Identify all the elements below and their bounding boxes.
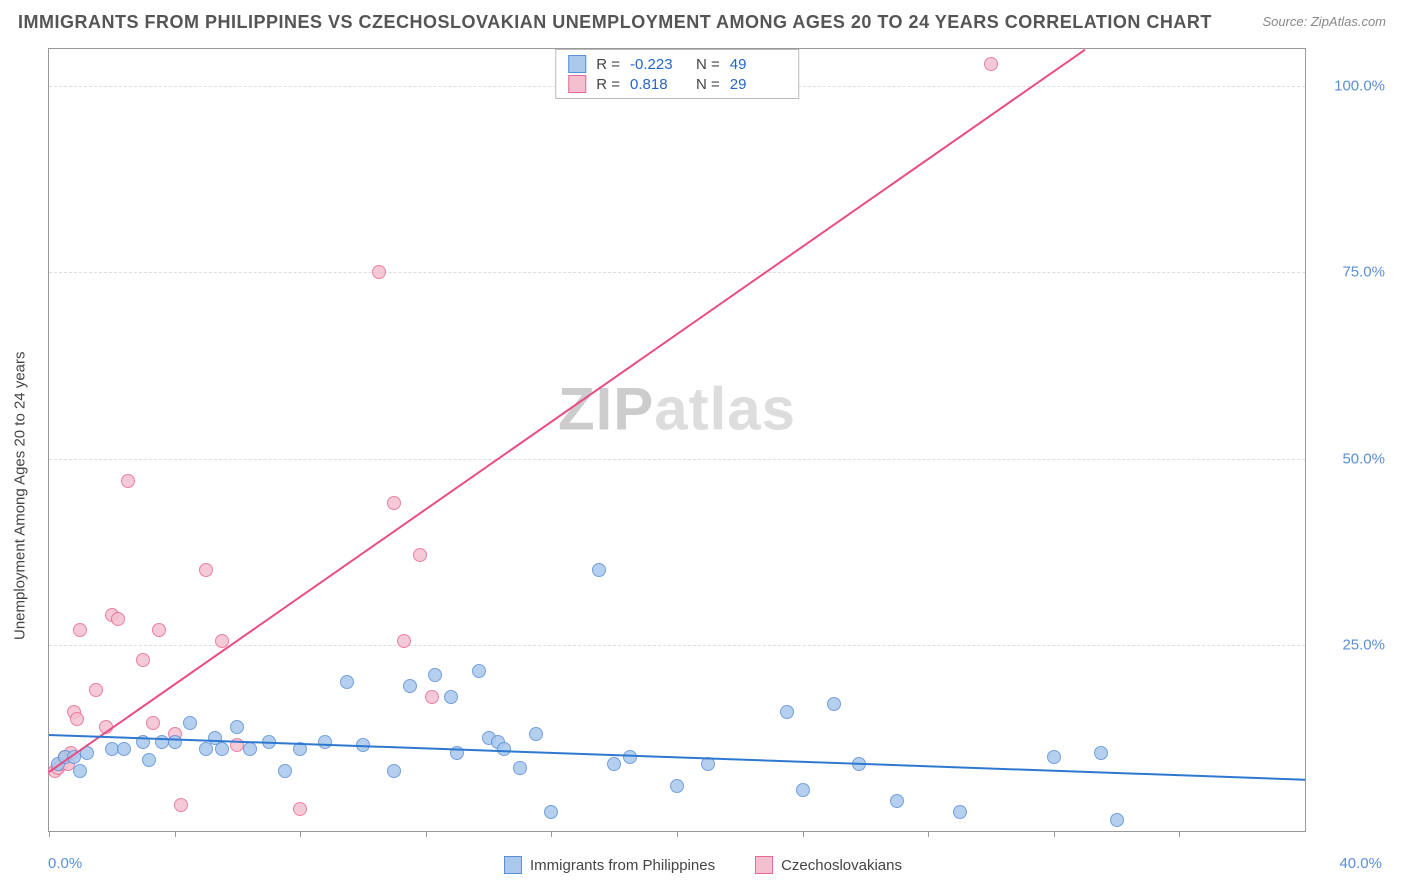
series-a-marker <box>168 735 182 749</box>
series-b-marker <box>387 496 401 510</box>
series-a-marker <box>592 563 606 577</box>
source-label: Source: ZipAtlas.com <box>1262 14 1386 29</box>
series-a-marker <box>243 742 257 756</box>
series-a-marker <box>318 735 332 749</box>
series-a-marker <box>796 783 810 797</box>
series-a-n-label: N = <box>696 56 720 73</box>
x-tick <box>677 831 678 837</box>
x-tick <box>175 831 176 837</box>
series-b-marker <box>413 548 427 562</box>
x-tick <box>49 831 50 837</box>
series-a-marker <box>117 742 131 756</box>
series-b-marker <box>152 623 166 637</box>
series-b-marker <box>121 474 135 488</box>
series-a-marker <box>230 720 244 734</box>
x-tick <box>803 831 804 837</box>
trend-line <box>48 49 1085 773</box>
watermark-zip: ZIP <box>558 375 654 442</box>
plot-area: ZIPatlas R = -0.223 N = 49 R = 0.818 N =… <box>48 48 1306 832</box>
series-a-marker <box>670 779 684 793</box>
series-b-marker <box>174 798 188 812</box>
series-a-marker <box>142 753 156 767</box>
x-axis-min-label: 0.0% <box>48 855 82 872</box>
y-tick-label: 100.0% <box>1334 78 1385 95</box>
legend-stats-row-a: R = -0.223 N = 49 <box>568 54 786 74</box>
series-b-marker <box>397 634 411 648</box>
x-tick <box>551 831 552 837</box>
series-a-marker <box>1110 813 1124 827</box>
series-b-n-value: 29 <box>730 76 786 93</box>
x-tick <box>1179 831 1180 837</box>
series-a-marker <box>428 668 442 682</box>
series-a-marker <box>278 764 292 778</box>
series-a-marker <box>183 716 197 730</box>
y-axis-label: Unemployment Among Ages 20 to 24 years <box>12 351 29 640</box>
gridline <box>49 272 1305 273</box>
series-b-name: Czechoslovakians <box>781 857 902 874</box>
correlation-chart: IMMIGRANTS FROM PHILIPPINES VS CZECHOSLO… <box>0 0 1406 892</box>
series-a-r-value: -0.223 <box>630 56 686 73</box>
series-a-marker <box>890 794 904 808</box>
legend-stats-row-b: R = 0.818 N = 29 <box>568 74 786 94</box>
series-a-marker <box>215 742 229 756</box>
gridline <box>49 459 1305 460</box>
series-a-swatch-icon <box>568 55 586 73</box>
legend-series-a: Immigrants from Philippines <box>504 856 715 874</box>
series-a-marker <box>444 690 458 704</box>
legend-series-b: Czechoslovakians <box>755 856 902 874</box>
series-b-marker <box>146 716 160 730</box>
series-b-swatch-icon <box>755 856 773 874</box>
series-b-r-value: 0.818 <box>630 76 686 93</box>
y-tick-label: 75.0% <box>1342 264 1385 281</box>
series-a-name: Immigrants from Philippines <box>530 857 715 874</box>
series-b-r-label: R = <box>596 76 620 93</box>
series-a-marker <box>529 727 543 741</box>
series-a-n-value: 49 <box>730 56 786 73</box>
chart-title: IMMIGRANTS FROM PHILIPPINES VS CZECHOSLO… <box>18 12 1212 33</box>
x-tick <box>928 831 929 837</box>
series-a-marker <box>953 805 967 819</box>
series-a-marker <box>403 679 417 693</box>
gridline <box>49 645 1305 646</box>
series-b-marker <box>372 265 386 279</box>
x-tick <box>426 831 427 837</box>
series-b-marker <box>73 623 87 637</box>
series-a-marker <box>199 742 213 756</box>
x-axis-max-label: 40.0% <box>1339 855 1382 872</box>
trend-line <box>49 734 1305 781</box>
series-a-marker <box>827 697 841 711</box>
y-tick-label: 25.0% <box>1342 636 1385 653</box>
series-a-marker <box>387 764 401 778</box>
series-b-marker <box>89 683 103 697</box>
x-tick <box>1054 831 1055 837</box>
watermark-atlas: atlas <box>654 375 796 442</box>
series-a-marker <box>607 757 621 771</box>
series-a-marker <box>1094 746 1108 760</box>
series-a-marker <box>340 675 354 689</box>
x-tick <box>300 831 301 837</box>
series-b-n-label: N = <box>696 76 720 93</box>
legend-stats: R = -0.223 N = 49 R = 0.818 N = 29 <box>555 49 799 99</box>
series-a-marker <box>544 805 558 819</box>
series-b-marker <box>70 712 84 726</box>
series-b-marker <box>136 653 150 667</box>
series-b-marker <box>984 57 998 71</box>
series-b-swatch-icon <box>568 75 586 93</box>
y-tick-label: 50.0% <box>1342 450 1385 467</box>
series-a-marker <box>780 705 794 719</box>
series-a-swatch-icon <box>504 856 522 874</box>
watermark: ZIPatlas <box>558 374 796 443</box>
series-b-marker <box>111 612 125 626</box>
legend-series: Immigrants from Philippines Czechoslovak… <box>504 856 902 874</box>
series-a-marker <box>1047 750 1061 764</box>
series-a-marker <box>513 761 527 775</box>
series-a-marker <box>472 664 486 678</box>
series-b-marker <box>425 690 439 704</box>
series-a-marker <box>73 764 87 778</box>
series-b-marker <box>293 802 307 816</box>
series-a-r-label: R = <box>596 56 620 73</box>
series-b-marker <box>199 563 213 577</box>
